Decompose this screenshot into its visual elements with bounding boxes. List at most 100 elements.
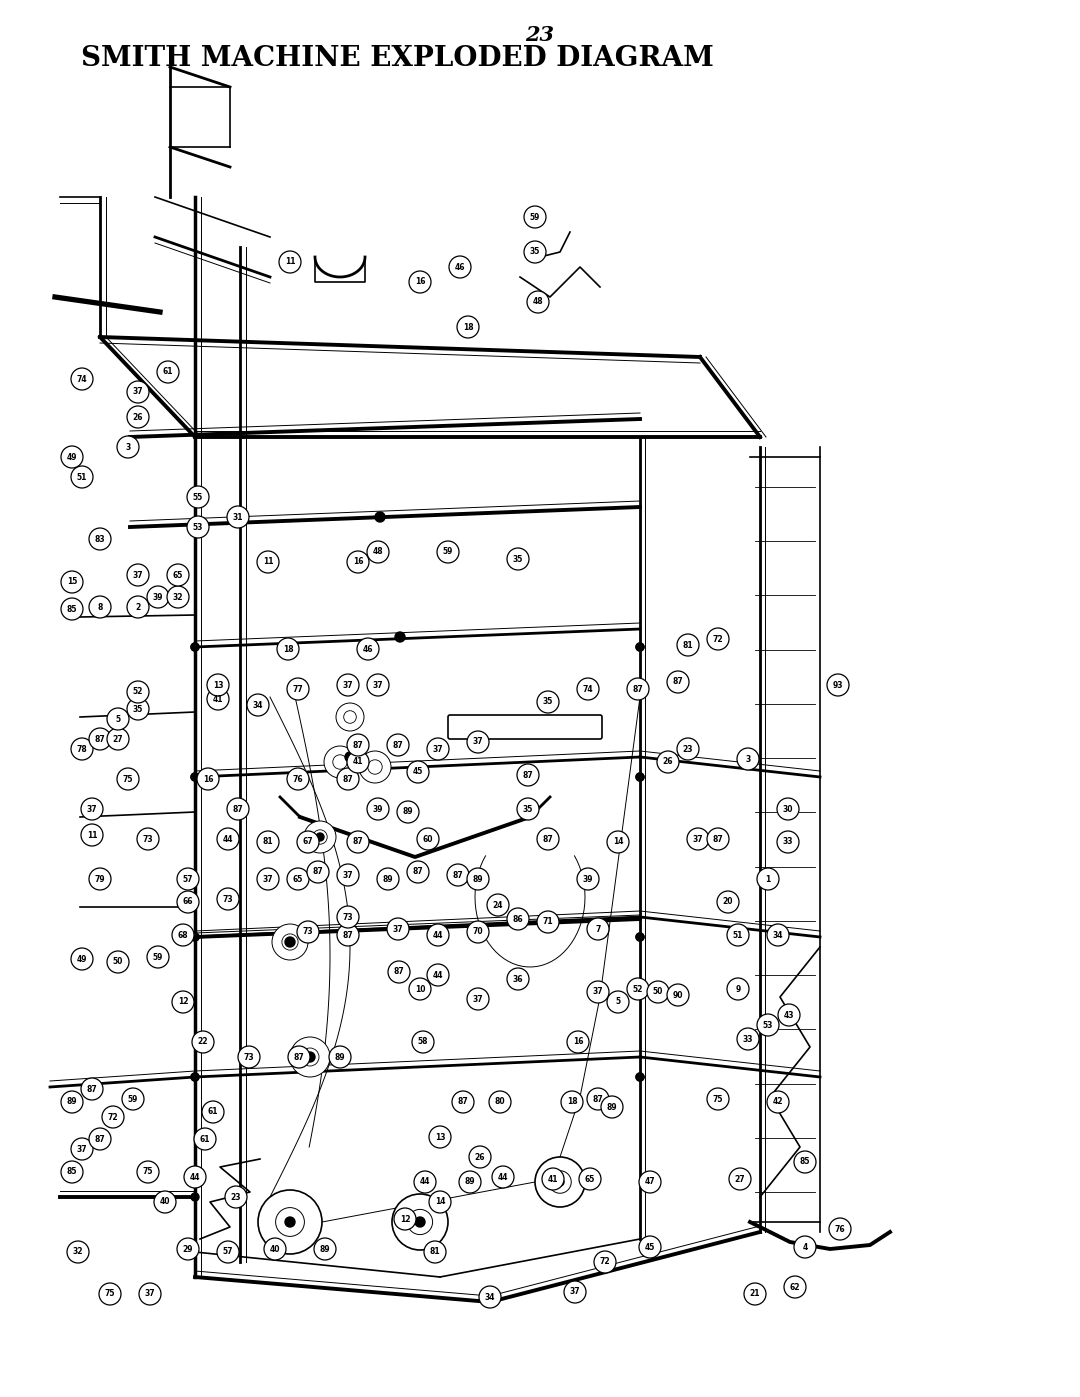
Text: 73: 73 bbox=[342, 912, 353, 922]
Text: 45: 45 bbox=[413, 767, 423, 777]
Text: 37: 37 bbox=[262, 875, 273, 883]
Circle shape bbox=[524, 242, 546, 263]
Text: 37: 37 bbox=[86, 805, 97, 813]
Circle shape bbox=[227, 798, 249, 820]
Text: 39: 39 bbox=[152, 592, 163, 602]
Text: 37: 37 bbox=[393, 925, 403, 933]
Circle shape bbox=[264, 1238, 286, 1260]
Text: 12: 12 bbox=[400, 1214, 410, 1224]
Circle shape bbox=[535, 1157, 585, 1207]
Text: 35: 35 bbox=[543, 697, 553, 707]
Text: 33: 33 bbox=[743, 1035, 753, 1044]
Circle shape bbox=[647, 981, 669, 1003]
Circle shape bbox=[577, 868, 599, 890]
Text: 43: 43 bbox=[784, 1010, 794, 1020]
Circle shape bbox=[377, 868, 399, 890]
Circle shape bbox=[744, 1282, 766, 1305]
Circle shape bbox=[588, 981, 609, 1003]
Circle shape bbox=[375, 511, 384, 522]
Circle shape bbox=[89, 1127, 111, 1150]
Circle shape bbox=[127, 564, 149, 585]
Circle shape bbox=[257, 868, 279, 890]
Circle shape bbox=[429, 1192, 451, 1213]
Circle shape bbox=[194, 1127, 216, 1150]
Text: 8: 8 bbox=[97, 602, 103, 612]
Text: 89: 89 bbox=[607, 1102, 618, 1112]
Text: 81: 81 bbox=[430, 1248, 441, 1256]
Text: 3: 3 bbox=[745, 754, 751, 764]
Circle shape bbox=[636, 773, 644, 781]
Circle shape bbox=[275, 1207, 305, 1236]
Text: 58: 58 bbox=[418, 1038, 429, 1046]
Text: 67: 67 bbox=[302, 837, 313, 847]
Circle shape bbox=[286, 937, 294, 946]
Text: 44: 44 bbox=[498, 1172, 509, 1182]
Text: 11: 11 bbox=[86, 830, 97, 840]
Circle shape bbox=[417, 828, 438, 849]
Circle shape bbox=[329, 1046, 351, 1067]
Text: 24: 24 bbox=[492, 901, 503, 909]
Circle shape bbox=[524, 205, 546, 228]
Circle shape bbox=[202, 1101, 224, 1123]
Circle shape bbox=[636, 933, 644, 942]
Text: 72: 72 bbox=[108, 1112, 119, 1122]
Text: 77: 77 bbox=[293, 685, 303, 693]
Circle shape bbox=[407, 761, 429, 782]
Circle shape bbox=[424, 1241, 446, 1263]
Text: 40: 40 bbox=[160, 1197, 171, 1207]
Circle shape bbox=[337, 673, 359, 696]
Text: 22: 22 bbox=[198, 1038, 208, 1046]
Circle shape bbox=[333, 754, 347, 770]
Circle shape bbox=[247, 694, 269, 717]
Circle shape bbox=[757, 868, 779, 890]
Circle shape bbox=[301, 1048, 319, 1066]
Circle shape bbox=[395, 631, 405, 643]
Circle shape bbox=[777, 831, 799, 854]
Text: 36: 36 bbox=[513, 975, 523, 983]
Circle shape bbox=[107, 728, 129, 750]
Text: 44: 44 bbox=[433, 971, 443, 979]
Text: 14: 14 bbox=[435, 1197, 445, 1207]
Text: 37: 37 bbox=[342, 680, 353, 690]
Circle shape bbox=[81, 1078, 103, 1099]
Circle shape bbox=[306, 1053, 314, 1060]
Text: 65: 65 bbox=[293, 875, 303, 883]
Circle shape bbox=[767, 923, 789, 946]
Circle shape bbox=[71, 738, 93, 760]
Circle shape bbox=[737, 1028, 759, 1051]
Text: 87: 87 bbox=[393, 968, 404, 977]
Circle shape bbox=[469, 1146, 491, 1168]
Circle shape bbox=[427, 964, 449, 986]
Text: 66: 66 bbox=[183, 897, 193, 907]
Circle shape bbox=[707, 828, 729, 849]
Circle shape bbox=[316, 833, 324, 841]
Circle shape bbox=[517, 764, 539, 787]
Circle shape bbox=[416, 1218, 424, 1227]
Text: 87: 87 bbox=[342, 774, 353, 784]
Circle shape bbox=[191, 643, 199, 651]
Circle shape bbox=[347, 550, 369, 573]
Circle shape bbox=[687, 828, 708, 849]
Text: 73: 73 bbox=[302, 928, 313, 936]
Text: 35: 35 bbox=[133, 704, 144, 714]
Circle shape bbox=[89, 597, 111, 617]
Circle shape bbox=[387, 733, 409, 756]
Text: 76: 76 bbox=[293, 774, 303, 784]
Text: 44: 44 bbox=[420, 1178, 430, 1186]
Circle shape bbox=[127, 597, 149, 617]
Circle shape bbox=[324, 746, 356, 778]
Circle shape bbox=[707, 1088, 729, 1111]
Circle shape bbox=[191, 1193, 199, 1201]
Text: 27: 27 bbox=[734, 1175, 745, 1183]
Text: 37: 37 bbox=[133, 387, 144, 397]
Text: 34: 34 bbox=[253, 700, 264, 710]
Text: 37: 37 bbox=[433, 745, 443, 753]
Text: 41: 41 bbox=[353, 757, 363, 767]
Text: 73: 73 bbox=[143, 834, 153, 844]
Text: 35: 35 bbox=[530, 247, 540, 257]
Text: 32: 32 bbox=[72, 1248, 83, 1256]
Circle shape bbox=[777, 798, 799, 820]
Text: 87: 87 bbox=[342, 930, 353, 940]
Circle shape bbox=[257, 550, 279, 573]
Text: 27: 27 bbox=[112, 735, 123, 743]
